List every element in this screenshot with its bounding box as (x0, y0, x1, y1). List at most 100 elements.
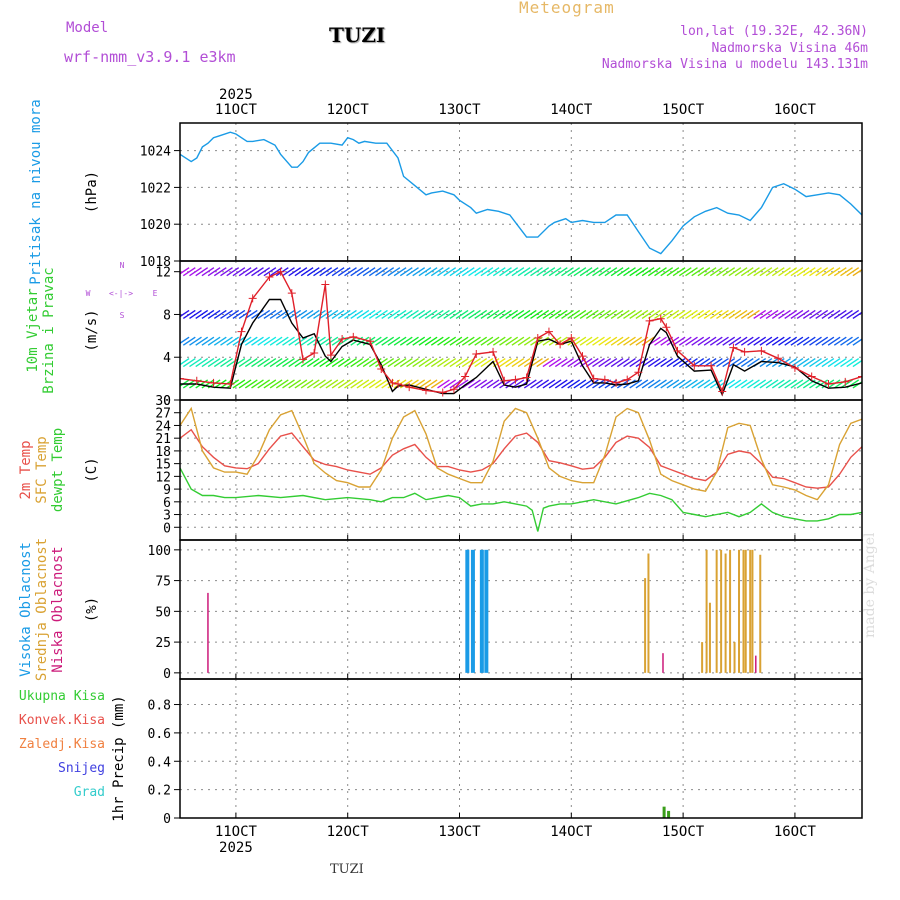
wind-barb (678, 267, 692, 277)
wind-barb (300, 379, 314, 389)
y-tick-label-precip: 0.6 (148, 727, 171, 742)
series-udari (180, 270, 862, 394)
wind-barb (840, 357, 853, 368)
wind-barb (207, 336, 221, 346)
wind-barb (629, 357, 643, 368)
ylabel-temp-2: dewpt Temp (50, 428, 66, 512)
wind-barb (554, 267, 568, 277)
wind-barb (480, 267, 494, 277)
wind-barb (226, 309, 240, 320)
wind-barb (635, 357, 649, 368)
wind-barb (623, 309, 636, 320)
wind-barb (765, 336, 779, 346)
gust-marker (645, 316, 654, 325)
wind-barb (784, 336, 798, 346)
wind-barb (207, 309, 221, 320)
wind-barb (846, 267, 860, 277)
wind-barb (195, 357, 209, 368)
wind-barb (375, 379, 388, 389)
wind-barb (697, 379, 711, 389)
wind-barb (220, 357, 233, 368)
wind-barb (331, 357, 345, 368)
wind-barb (790, 267, 804, 277)
wind-barb (666, 379, 680, 389)
wind-barb (821, 309, 835, 320)
wind-barb (536, 379, 550, 389)
wind-barb (598, 357, 612, 368)
gust-marker (533, 333, 542, 342)
wind-barb (263, 357, 277, 368)
wind-barb (468, 379, 481, 389)
wind-barb (635, 309, 649, 320)
wind-barb (362, 309, 376, 320)
y-tick-label-pressure: 1018 (140, 255, 171, 270)
wind-barb (771, 336, 785, 346)
wind-barb (424, 357, 438, 368)
elevation-label: Nadmorska Visina 46m (711, 41, 868, 56)
gust-marker (556, 340, 565, 349)
compass-s: S (120, 311, 125, 320)
wind-barb (300, 336, 314, 346)
gust-marker (522, 373, 531, 382)
wind-barb (573, 267, 587, 277)
y-tick-label-temp: 6 (163, 496, 171, 511)
wind-barb (387, 336, 401, 346)
wind-barb (474, 357, 488, 368)
gust-marker (438, 388, 447, 397)
gust-marker (461, 372, 470, 381)
gust-marker (394, 379, 403, 388)
wind-barb (220, 336, 233, 346)
wind-barb (430, 309, 444, 320)
wind-barb (195, 267, 209, 277)
gust-marker (226, 379, 235, 388)
wind-barb (592, 379, 605, 389)
wind-barb (480, 309, 494, 320)
wind-barb (288, 336, 302, 346)
wind-barb (275, 336, 289, 346)
top-axis-label-14oct: 14OCT (550, 102, 593, 118)
top-axis-year: 2025 (219, 87, 253, 103)
wind-barb (703, 267, 717, 277)
wind-barb (796, 336, 810, 346)
wind-barb (238, 267, 252, 277)
gust-marker (841, 377, 850, 386)
wind-barb (697, 309, 711, 320)
wind-barb (437, 309, 450, 320)
y-tick-label-temp: 12 (155, 470, 171, 485)
wind-barb (412, 336, 426, 346)
wind-barb (604, 267, 618, 277)
wind-barb (189, 336, 202, 346)
y-tick-label-temp: 3 (163, 509, 171, 524)
wind-barb (734, 357, 748, 368)
wind-barb (703, 379, 717, 389)
wind-barb (275, 379, 289, 389)
wind-barb (548, 379, 562, 389)
wind-barb (840, 309, 853, 320)
wind-barb (182, 336, 196, 346)
wind-barb (368, 379, 382, 389)
wind-barb (319, 267, 333, 277)
wind-barb (691, 267, 705, 277)
wind-barb (796, 379, 810, 389)
wind-barb (238, 357, 252, 368)
wind-barb (381, 357, 395, 368)
wind-barb (809, 379, 822, 389)
wind-barb (728, 309, 742, 320)
wind-barb (796, 309, 810, 320)
wind-barb (238, 309, 252, 320)
gust-marker (338, 335, 347, 344)
wind-barb (654, 379, 667, 389)
wind-barb (480, 379, 494, 389)
wind-barb (579, 267, 593, 277)
wind-barb (623, 267, 636, 277)
wind-barb (629, 309, 643, 320)
wind-barb (356, 309, 370, 320)
wind-barb (356, 267, 370, 277)
bottom-axis-label-13oct: 13OCT (438, 824, 481, 840)
wind-barb (685, 309, 698, 320)
wind-barb (505, 267, 519, 277)
wind-barb (201, 309, 215, 320)
bar-visoka-oblacnost (465, 549, 470, 673)
y-tick-label-temp: 27 (155, 407, 171, 422)
wind-barb (833, 309, 847, 320)
